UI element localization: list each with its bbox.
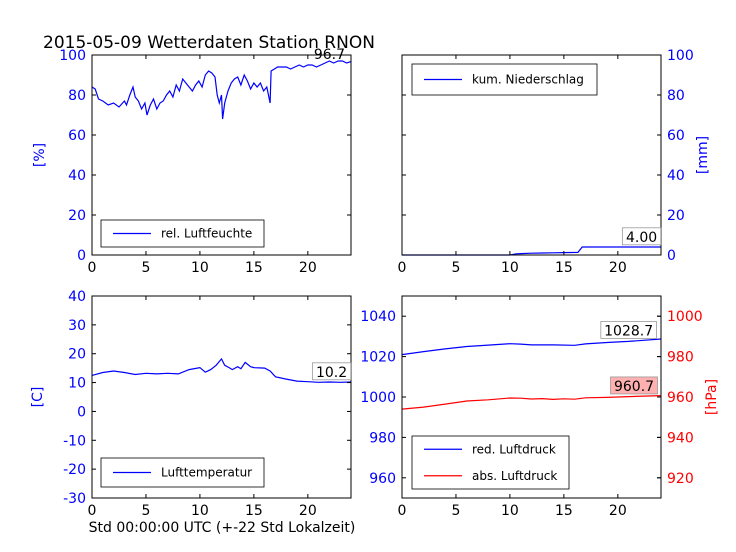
chart-precip: 0 5 10 15 20 0 20 40 60 80 100 [mm] 4.00 kum. Nieders… xyxy=(398,48,711,276)
y-tick-label-precip: 80 xyxy=(667,88,685,104)
y-tick-label-temperature: -20 xyxy=(63,462,86,478)
y-tick-label-temperature: 30 xyxy=(68,318,86,334)
y-tick-label-temperature: 10 xyxy=(68,376,86,392)
x-tick-label-precip: 10 xyxy=(501,260,519,276)
chart-temperature: 0 5 10 15 20 -30 -20 -10 0 10 20 30 40 [C] 10.2 Lufttem… xyxy=(30,289,352,519)
x-tick-label-temperature: 5 xyxy=(141,503,150,519)
x-tick-label-temperature: 10 xyxy=(191,503,209,519)
y-tick-label-precip: 40 xyxy=(667,168,685,184)
legend-label-humidity-0: rel. Luftfeuchte xyxy=(161,227,252,241)
y2-tick-label-pressure: 920 xyxy=(667,471,694,487)
y-tick-label-humidity: 60 xyxy=(68,128,86,144)
y-tick-label-pressure: 1040 xyxy=(360,309,396,325)
annotation-label-temperature-0: 10.2 xyxy=(316,365,347,381)
x-tick-label-precip: 0 xyxy=(398,260,407,276)
plot-frame-temperature xyxy=(91,295,352,499)
plot-frame-humidity xyxy=(91,54,352,256)
y-axis-label-temperature: [C] xyxy=(30,387,46,408)
x-tick-label-pressure: 15 xyxy=(555,503,573,519)
y-tick-label-temperature: 0 xyxy=(77,404,86,420)
y-tick-label-pressure: 1020 xyxy=(360,350,396,366)
y-tick-label-precip: 100 xyxy=(667,48,694,64)
x-tick-label-pressure: 10 xyxy=(501,503,519,519)
plot-frame-precip xyxy=(401,54,662,256)
chart-humidity: 0 5 10 15 20 0 20 40 60 80 100 [%] 96.7 rel. Luftfeuc… xyxy=(32,47,352,276)
y-tick-label-temperature: -30 xyxy=(63,491,86,507)
series-line-pressure-1 xyxy=(401,395,662,410)
legend-label-precip-0: kum. Niederschlag xyxy=(472,73,584,87)
y-tick-label-humidity: 20 xyxy=(68,208,86,224)
y2-tick-label-pressure: 980 xyxy=(667,350,694,366)
annotation-box-precip-0 xyxy=(621,227,662,246)
series-line-pressure-0 xyxy=(401,338,662,356)
x-tick-label-humidity: 5 xyxy=(141,260,150,276)
legend-label-temperature-0: Lufttemperatur xyxy=(161,466,252,480)
y-tick-label-precip: 60 xyxy=(667,128,685,144)
annotation-label-humidity-0: 96.7 xyxy=(314,47,345,63)
legend-label-pressure-0: red. Luftdruck xyxy=(472,442,556,456)
x-tick-label-humidity: 15 xyxy=(245,260,263,276)
y-tick-label-precip: 20 xyxy=(667,208,685,224)
x-tick-label-temperature: 20 xyxy=(299,503,317,519)
annotation-box-temperature-0 xyxy=(311,362,352,381)
y-axis-label-humidity: [%] xyxy=(32,143,48,167)
x-tick-label-humidity: 0 xyxy=(88,260,97,276)
annotation-box-pressure-1 xyxy=(610,376,658,395)
y-tick-label-pressure: 1000 xyxy=(360,390,396,406)
series-line-humidity-0 xyxy=(91,60,352,120)
x-axis-label: Std 00:00:00 UTC (+-22 Std Lokalzeit) xyxy=(89,520,356,536)
x-tick-label-humidity: 20 xyxy=(299,260,317,276)
x-tick-label-pressure: 0 xyxy=(398,503,407,519)
y2-tick-label-pressure: 960 xyxy=(667,390,694,406)
y-tick-label-temperature: -10 xyxy=(63,433,86,449)
annotation-label-pressure-1: 960.7 xyxy=(614,379,654,395)
y-tick-label-temperature: 40 xyxy=(68,289,86,305)
series-line-precip-0 xyxy=(402,246,661,256)
x-tick-label-humidity: 10 xyxy=(191,260,209,276)
y-axis-label-precip: [mm] xyxy=(695,136,711,174)
y2-tick-label-pressure: 1000 xyxy=(667,309,703,325)
legend-box-pressure xyxy=(411,435,570,490)
y-tick-label-humidity: 80 xyxy=(68,88,86,104)
x-tick-label-precip: 20 xyxy=(609,260,627,276)
y-tick-label-humidity: 40 xyxy=(68,168,86,184)
x-tick-label-pressure: 20 xyxy=(609,503,627,519)
annotation-label-precip-0: 4.00 xyxy=(626,230,657,246)
x-tick-label-temperature: 0 xyxy=(88,503,97,519)
series-line-temperature-0 xyxy=(91,357,352,383)
y-tick-label-pressure: 960 xyxy=(369,471,396,487)
y-tick-label-humidity: 100 xyxy=(59,48,86,64)
annotation-box-pressure-0 xyxy=(600,320,657,339)
y2-axis-label-pressure: [hPa] xyxy=(704,379,720,415)
y-tick-label-temperature: 20 xyxy=(68,347,86,363)
x-tick-label-pressure: 5 xyxy=(451,503,460,519)
x-tick-label-precip: 15 xyxy=(555,260,573,276)
x-tick-label-temperature: 15 xyxy=(245,503,263,519)
figure-title: 2015-05-09 Wetterdaten Station RNON xyxy=(43,33,375,53)
y-tick-label-precip: 0 xyxy=(667,248,676,264)
y-tick-label-humidity: 0 xyxy=(77,248,86,264)
chart-pressure: 0 5 10 15 20 960 980 1000 1020 1040 920 940 960 980 10… xyxy=(360,295,720,519)
annotation-label-pressure-0: 1028.7 xyxy=(604,323,653,339)
x-tick-label-precip: 5 xyxy=(451,260,460,276)
y-tick-label-pressure: 980 xyxy=(369,430,396,446)
legend-label-pressure-1: abs. Luftdruck xyxy=(472,469,557,483)
y2-tick-label-pressure: 940 xyxy=(667,430,694,446)
